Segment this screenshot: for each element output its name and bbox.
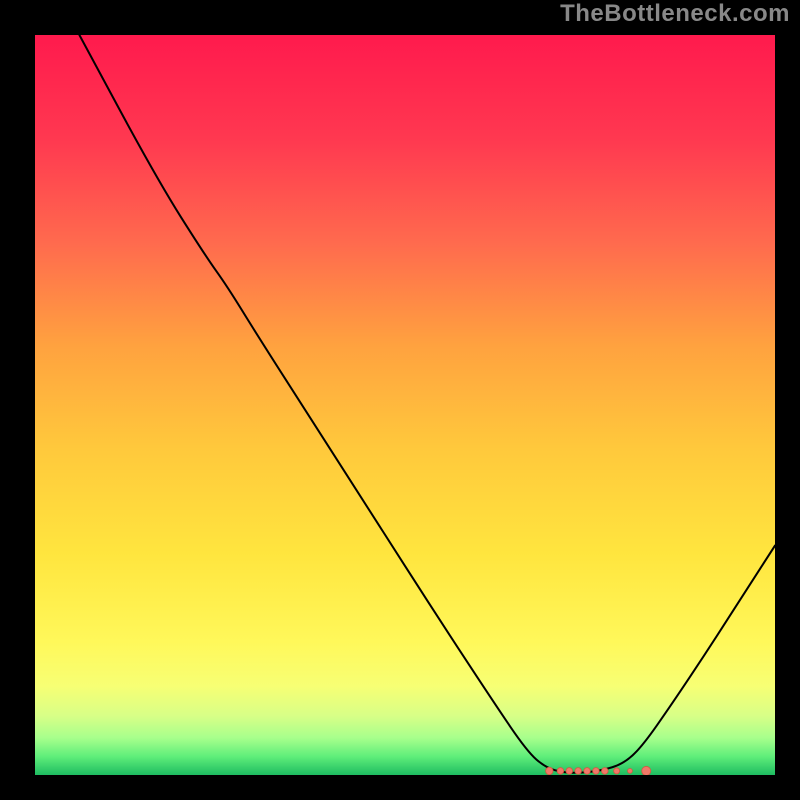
gradient-background <box>35 35 775 775</box>
marker-dot <box>584 768 591 775</box>
marker-dot <box>602 768 609 775</box>
marker-dot <box>557 768 564 775</box>
marker-dot <box>642 766 651 775</box>
marker-dot <box>628 769 633 774</box>
marker-dot <box>614 768 620 774</box>
marker-dot <box>593 768 600 775</box>
bottleneck-chart <box>0 0 800 800</box>
marker-dot <box>546 767 553 774</box>
marker-dot <box>575 768 582 775</box>
marker-dot <box>566 768 573 775</box>
watermark-label: TheBottleneck.com <box>560 0 790 28</box>
chart-canvas: TheBottleneck.com <box>0 0 800 800</box>
